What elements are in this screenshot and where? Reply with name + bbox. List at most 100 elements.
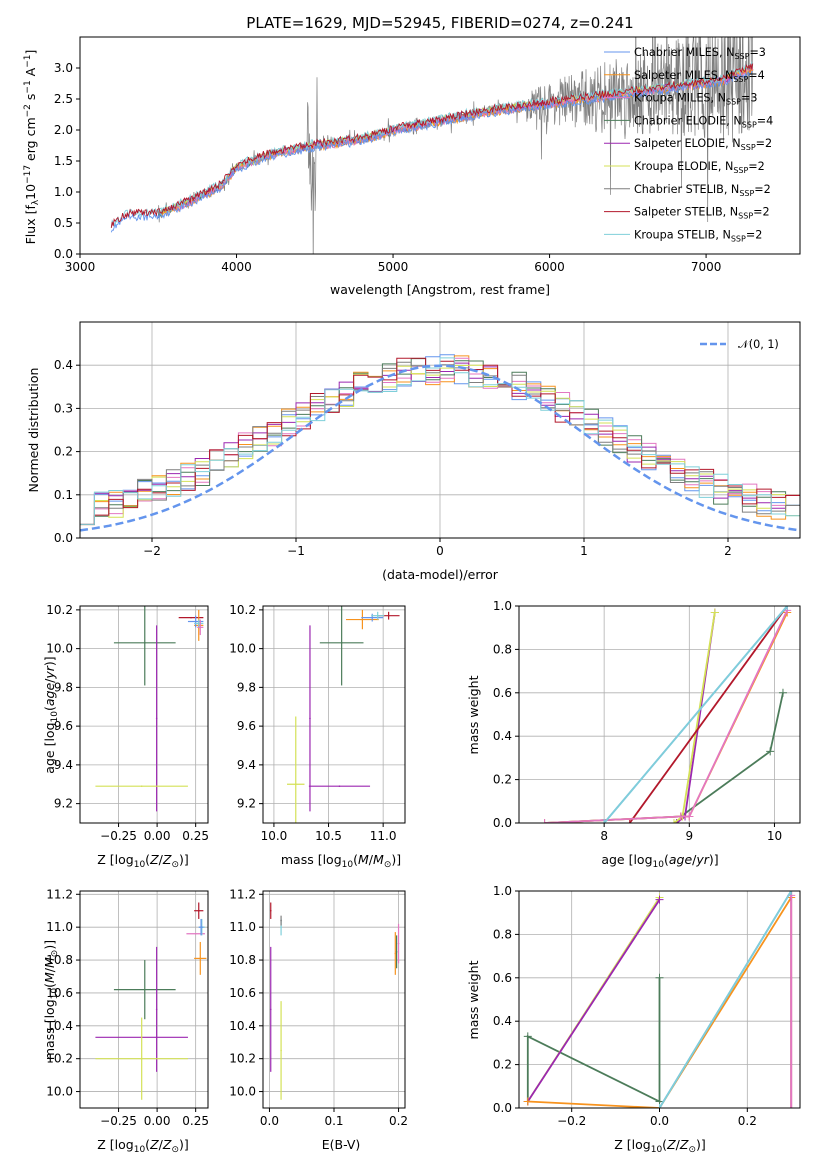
legend-label: Chabrier MILES, NSSP=3 bbox=[634, 46, 766, 61]
mass-ebv-point bbox=[269, 909, 272, 912]
mw-age-marker bbox=[778, 688, 787, 697]
mass-z-point bbox=[199, 957, 202, 960]
p4-xlabel: mass [log10(M/M⊙)] bbox=[281, 852, 401, 870]
p8-xlabel: Z [log10(Z/Z⊙)] bbox=[614, 1137, 706, 1155]
residual-ylabel: Normed distribution bbox=[26, 368, 41, 493]
mw-z-marker bbox=[787, 891, 796, 895]
mw-age-marker bbox=[710, 608, 719, 617]
mw-z-ytick-label: 1.0 bbox=[493, 884, 512, 898]
mass-ebv-ytick-label: 10.4 bbox=[229, 1019, 256, 1033]
age-mass-point bbox=[371, 616, 374, 619]
p5-ylabel: mass weight bbox=[466, 675, 481, 754]
mass-z-ytick-label: 11.0 bbox=[46, 920, 73, 934]
legend-label: Salpeter ELODIE, NSSP=2 bbox=[634, 137, 772, 152]
mass-vs-ebv-panel: 0.0 0.1 0.2 10.0 10.2 10.4 10.6 10.8 11.0 11.2 bbox=[229, 887, 408, 1128]
mw-z-marker bbox=[523, 1097, 532, 1106]
mw-age-ytick-label: 0.2 bbox=[493, 773, 512, 787]
mw-age-series-line bbox=[544, 692, 784, 823]
mass-ebv-xtick-label: 0.1 bbox=[324, 1114, 343, 1128]
mass-z-xtick-label: −0.25 bbox=[100, 1114, 137, 1128]
mw-z-series-line bbox=[527, 899, 661, 1102]
age-z-ytick-label: 10.0 bbox=[46, 642, 73, 656]
residual-ytick-label: 0.4 bbox=[54, 358, 73, 372]
age-z-ytick-label: 9.6 bbox=[54, 719, 73, 733]
residual-ytick-label: 0.1 bbox=[54, 488, 73, 502]
mass-z-ytick-label: 11.2 bbox=[46, 887, 73, 901]
mw-age-xtick-label: 9 bbox=[685, 829, 693, 843]
mw-age-ytick-label: 0.4 bbox=[493, 729, 512, 743]
legend-label: Salpeter STELIB, NSSP=2 bbox=[634, 206, 770, 221]
mass-ebv-frame bbox=[262, 890, 406, 1109]
age-mass-ytick-label: 10.0 bbox=[229, 642, 256, 656]
mw-age-ytick-label: 0.0 bbox=[493, 816, 512, 830]
age-z-xtick-label: 0.00 bbox=[144, 829, 171, 843]
mw-age-xtick-label: 8 bbox=[600, 829, 608, 843]
mass-ebv-point bbox=[269, 1008, 272, 1011]
age-z-ytick-label: 9.8 bbox=[54, 680, 73, 694]
mass-ebv-ytick-label: 10.6 bbox=[229, 986, 256, 1000]
mw-age-ytick-label: 0.8 bbox=[493, 642, 512, 656]
mw-age-marker bbox=[625, 819, 634, 823]
mw-z-ytick-label: 0.8 bbox=[493, 927, 512, 941]
mw-z-xtick-label: −0.2 bbox=[557, 1114, 586, 1128]
age-z-ytick-label: 9.4 bbox=[54, 758, 73, 772]
age-mass-ytick-label: 9.6 bbox=[237, 719, 256, 733]
age-z-point bbox=[199, 626, 202, 629]
age-z-xtick-label: −0.25 bbox=[100, 829, 137, 843]
mass-z-frame bbox=[79, 890, 209, 1109]
legend-label: Salpeter MILES, NSSP=4 bbox=[634, 69, 765, 84]
mass-vs-metallicity-panel: −0.25 0.00 0.25 10.0 10.2 10.4 10.6 10.8 11.0 11.… bbox=[46, 887, 209, 1128]
mass-ebv-xtick-label: 0.2 bbox=[389, 1114, 408, 1128]
spectrum-ytick-label: 2.0 bbox=[54, 123, 73, 137]
mw-z-marker bbox=[655, 973, 664, 982]
model-spectrum-line bbox=[110, 63, 754, 228]
p3-xlabel: Z [log10(Z/Z⊙)] bbox=[97, 852, 189, 870]
age-mass-point bbox=[338, 785, 341, 787]
mass-ebv-point bbox=[280, 926, 282, 928]
mw-age-marker bbox=[676, 812, 685, 821]
mass-ebv-point bbox=[397, 942, 400, 945]
mass-z-point bbox=[197, 909, 200, 912]
mass-ebv-point bbox=[280, 919, 282, 922]
age-z-point bbox=[197, 622, 200, 625]
mass-z-ytick-label: 10.2 bbox=[46, 1052, 73, 1066]
residual-frame bbox=[79, 321, 801, 539]
mass-z-point bbox=[143, 988, 146, 991]
mw-age-marker bbox=[685, 812, 694, 821]
mw-age-marker bbox=[540, 819, 549, 823]
observed-spectrum-line bbox=[157, 37, 753, 254]
mw-z-series-line bbox=[658, 891, 792, 1108]
age-z-point bbox=[155, 717, 158, 720]
mass-z-point bbox=[200, 926, 202, 928]
cp4-plot-area bbox=[287, 606, 400, 823]
mass-ebv-point bbox=[394, 952, 397, 955]
age-mass-xtick-label: 11.0 bbox=[370, 829, 397, 843]
age-mass-point bbox=[376, 614, 379, 617]
age-z-point bbox=[143, 642, 146, 644]
mw-z-ytick-label: 0.6 bbox=[493, 971, 512, 985]
residual-histogram-panel: −2 −1 0 1 2 0.0 0.1 0.2 0.3 0.4 𝒩(0, 1) bbox=[54, 321, 801, 558]
mw-z-xtick-label: 0.0 bbox=[650, 1114, 669, 1128]
age-mass-xtick-label: 10.5 bbox=[315, 829, 342, 843]
age-z-ytick-label: 10.2 bbox=[46, 603, 73, 617]
c2-plot-area bbox=[80, 354, 800, 532]
mw-z-marker bbox=[655, 1104, 664, 1108]
age-mass-point bbox=[340, 642, 343, 644]
residual-xlabel: (data-model)/error bbox=[382, 567, 499, 582]
p8-ylabel: mass weight bbox=[466, 960, 481, 1039]
p5-xlabel: age [log10(age/yr)] bbox=[601, 852, 718, 870]
age-z-point bbox=[190, 616, 192, 619]
mass-ebv-ytick-label: 10.2 bbox=[229, 1052, 256, 1066]
cp6-plot-area bbox=[95, 902, 207, 1100]
mass-z-ytick-label: 10.8 bbox=[46, 953, 73, 967]
normal-legend-label: 𝒩(0, 1) bbox=[738, 338, 779, 351]
legend-label: Chabrier ELODIE, NSSP=4 bbox=[634, 114, 773, 129]
mw-age-frame bbox=[518, 605, 801, 824]
mass-ebv-ytick-label: 10.0 bbox=[229, 1085, 256, 1099]
age-mass-ytick-label: 9.8 bbox=[237, 680, 256, 694]
massweight-vs-metallicity-panel: −0.2 0.0 0.2 0.0 0.2 0.4 0.6 0.8 1.0 bbox=[493, 884, 801, 1128]
spectrum-panel: 3000 4000 5000 6000 7000 0.0 0.5 1.0 1.5 2.0 2.5 3.… bbox=[54, 36, 801, 274]
spectrum-xtick-label: 4000 bbox=[221, 260, 252, 274]
residual-xtick-label: 1 bbox=[580, 544, 588, 558]
cp8-plot-area bbox=[523, 891, 796, 1108]
